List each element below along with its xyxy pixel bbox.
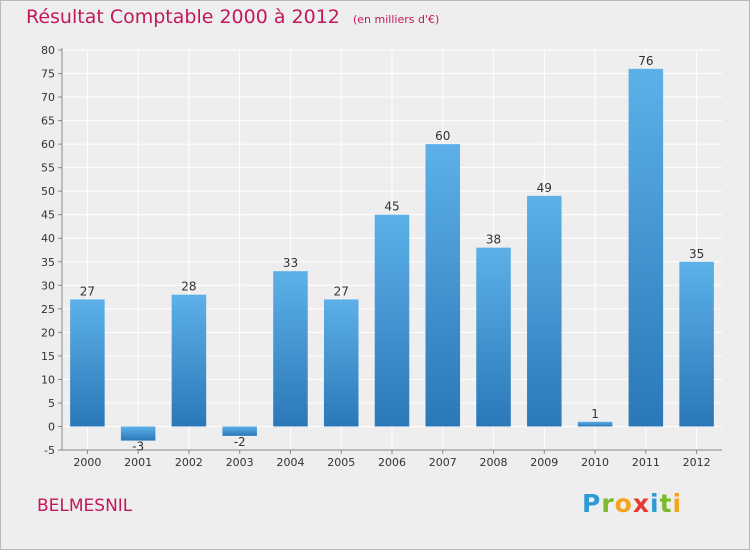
bar — [527, 195, 562, 427]
x-tick-label: 2011 — [632, 456, 660, 469]
data-label: 45 — [384, 200, 399, 214]
data-label: 1 — [591, 407, 599, 421]
y-tick-labels: -5 0 5 10 15 20 25 30 35 40 45 50 55 60 65 70 75 80 — [41, 44, 55, 457]
x-tick-label: 2003 — [226, 456, 254, 469]
y-tick-label: 15 — [41, 350, 55, 363]
y-tick-label: 65 — [41, 115, 55, 128]
data-label: -2 — [234, 435, 246, 449]
brand-letter: i — [672, 489, 683, 518]
brand-letter: x — [632, 489, 650, 518]
y-tick-label: 20 — [41, 326, 55, 339]
y-tick-label: 35 — [41, 256, 55, 269]
value-labels: 27 -3 28 -2 33 27 45 60 38 49 1 76 35 — [80, 54, 705, 454]
y-tick-label: 50 — [41, 185, 55, 198]
x-tick-label: 2010 — [581, 456, 609, 469]
x-tick-label: 2005 — [327, 456, 355, 469]
brand-letter: t — [659, 489, 673, 518]
brand-letter: r — [601, 489, 615, 518]
x-tick-label: 2009 — [530, 456, 558, 469]
bar — [323, 299, 359, 427]
data-label: 60 — [435, 129, 450, 143]
y-tick-label: 5 — [48, 397, 55, 410]
chart-title: Résultat Comptable 2000 à 2012 — [26, 6, 340, 28]
data-label: 49 — [537, 181, 552, 195]
bar — [70, 299, 105, 427]
y-tick-label: 25 — [41, 303, 55, 316]
y-tick-label: 75 — [41, 68, 55, 81]
x-tick-label: 2008 — [480, 456, 508, 469]
bar — [171, 294, 207, 427]
x-tick-label: 2002 — [175, 456, 203, 469]
axes — [58, 48, 722, 454]
bar — [374, 214, 410, 427]
y-tick-label: 45 — [41, 209, 55, 222]
data-label: 33 — [283, 256, 298, 270]
brand-logo: Proxiti — [582, 489, 682, 518]
x-tick-label: 2007 — [429, 456, 457, 469]
bar — [273, 271, 308, 427]
x-tick-label: 2001 — [124, 456, 152, 469]
y-tick-label: 60 — [41, 138, 55, 151]
bar — [222, 426, 257, 436]
bar — [628, 68, 664, 427]
data-label: -3 — [132, 440, 144, 454]
y-tick-label: 30 — [41, 279, 55, 292]
y-tick-label: 70 — [41, 91, 55, 104]
data-label: 27 — [80, 284, 95, 298]
bar — [120, 426, 156, 441]
brand-letter: P — [582, 489, 602, 518]
x-tick-label: 2004 — [276, 456, 304, 469]
data-label: 28 — [181, 280, 196, 294]
data-label: 27 — [334, 284, 349, 298]
y-tick-label: 80 — [41, 44, 55, 57]
y-tick-label: 55 — [41, 162, 55, 175]
x-tick-labels: 2000 2001 2002 2003 2004 2005 2006 2007 2008 2009… — [73, 456, 710, 469]
data-label: 35 — [689, 247, 704, 261]
y-tick-label: -5 — [44, 444, 55, 457]
bar — [679, 261, 714, 427]
chart-subtitle: (en milliers d'€) — [352, 13, 440, 26]
x-tick-label: 2000 — [73, 456, 101, 469]
bars — [70, 68, 714, 441]
data-label: 76 — [638, 54, 653, 68]
brand-letter: o — [614, 489, 633, 518]
x-tick-label: 2012 — [683, 456, 711, 469]
y-tick-label: 40 — [41, 232, 55, 245]
bar — [577, 421, 613, 427]
bar — [476, 247, 511, 427]
brand-letter: i — [650, 489, 660, 518]
chart-title-row: Résultat Comptable 2000 à 2012 (en milli… — [26, 6, 439, 28]
bar — [425, 144, 461, 427]
data-label: 38 — [486, 233, 501, 247]
commune-name: BELMESNIL — [37, 496, 133, 516]
x-tick-label: 2006 — [378, 456, 406, 469]
y-tick-label: 0 — [48, 420, 55, 433]
y-tick-label: 10 — [41, 373, 55, 386]
